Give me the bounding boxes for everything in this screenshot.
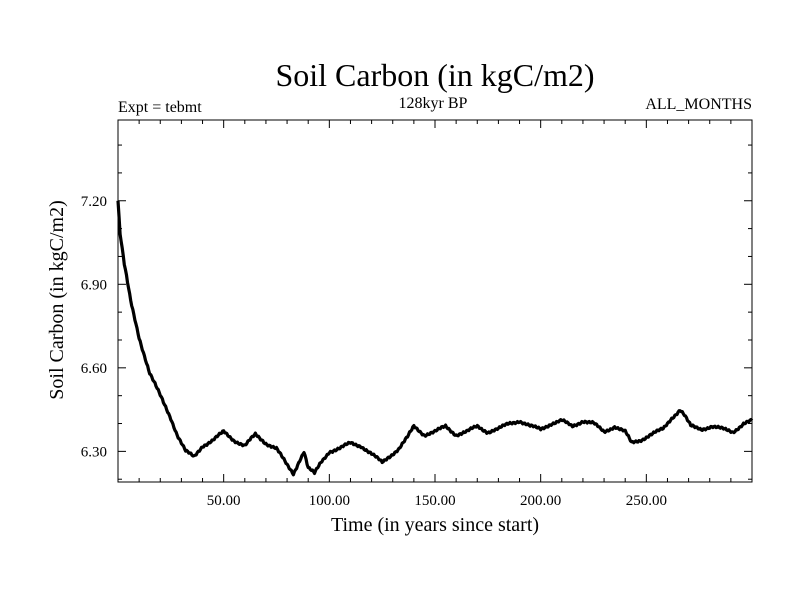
y-axis-tick-labels: 6.30 6.60 6.90 7.20 bbox=[81, 194, 107, 461]
y-tick-label: 6.90 bbox=[81, 277, 107, 293]
series-line bbox=[116, 200, 754, 477]
chart-subtitle-center: 128kyr BP bbox=[399, 95, 468, 112]
x-tick-label: 100.00 bbox=[309, 493, 350, 509]
x-tick-label: 200.00 bbox=[520, 493, 561, 509]
chart-title: Soil Carbon (in kgC/m2) bbox=[275, 57, 594, 93]
x-tick-label: 50.00 bbox=[207, 493, 241, 509]
x-tick-label: 250.00 bbox=[626, 493, 667, 509]
x-axis-ticks bbox=[138, 120, 732, 482]
x-tick-label: 150.00 bbox=[414, 493, 455, 509]
y-axis-label: Soil Carbon (in kgC/m2) bbox=[46, 200, 68, 399]
x-axis-label: Time (in years since start) bbox=[331, 514, 539, 536]
chart-subtitle-right: ALL_MONTHS bbox=[645, 96, 752, 113]
series-layer bbox=[116, 200, 754, 477]
y-tick-label: 6.30 bbox=[81, 444, 107, 460]
y-tick-label: 7.20 bbox=[81, 194, 107, 210]
chart-subtitle-left: Expt = tebmt bbox=[118, 99, 202, 116]
y-tick-label: 6.60 bbox=[81, 361, 107, 377]
plot-frame bbox=[117, 119, 753, 483]
x-axis-tick-labels: 50.00 100.00 150.00 200.00 250.00 bbox=[207, 493, 667, 509]
